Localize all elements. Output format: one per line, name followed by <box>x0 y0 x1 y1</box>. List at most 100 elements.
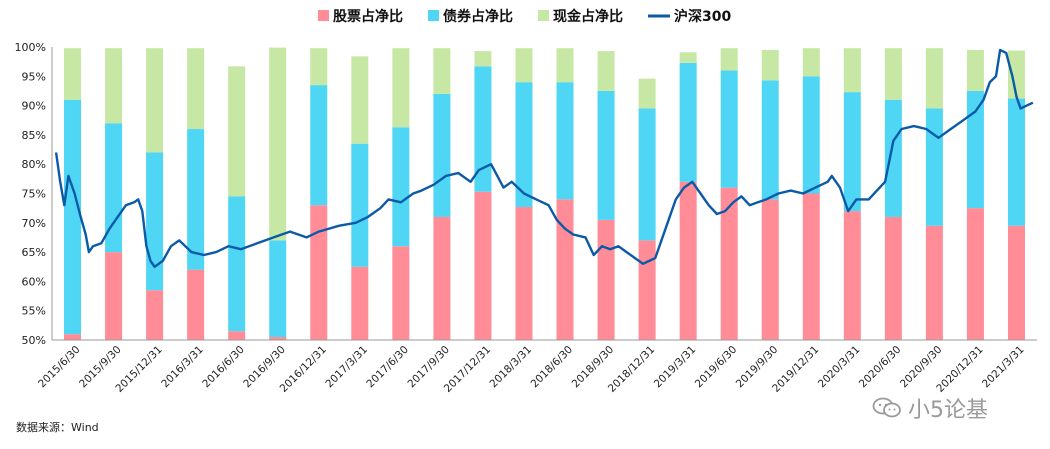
bar-stock-19 <box>843 211 861 340</box>
bar-bond-4 <box>228 196 246 332</box>
bar-cash-9 <box>433 48 451 94</box>
data-source-note: 数据来源：Wind <box>16 421 99 434</box>
x-tick-label: 2019/3/31 <box>652 344 699 391</box>
bar-bond-9 <box>433 93 451 217</box>
y-tick-label: 100% <box>15 41 46 54</box>
bar-cash-5 <box>269 47 287 241</box>
y-tick-label: 70% <box>22 217 46 230</box>
line-series-group <box>54 48 1034 268</box>
y-tick-label: 65% <box>22 246 46 259</box>
x-tick-label: 2016/3/31 <box>159 344 206 391</box>
x-tick-label: 2015/6/30 <box>36 344 83 391</box>
bar-stock-6 <box>310 205 328 340</box>
bar-bond-14 <box>638 108 656 241</box>
y-axis: 50% 55% 60% 65% 70% 75% 80% 85% 90% 95% 100% <box>15 41 53 347</box>
bar-stock-1 <box>105 252 123 340</box>
bar-cash-23 <box>1007 50 1025 99</box>
bar-cash-14 <box>638 78 656 109</box>
x-tick-label: 2020/6/30 <box>857 344 904 391</box>
bar-stock-0 <box>64 334 82 340</box>
legend-swatch-1 <box>428 10 439 21</box>
bar-bond-20 <box>884 99 902 217</box>
bar-stock-18 <box>802 193 820 340</box>
bar-bond-8 <box>392 127 410 247</box>
bar-bond-17 <box>761 80 779 200</box>
bar-bond-2 <box>146 152 164 291</box>
x-tick-label: 2020/3/31 <box>816 344 863 391</box>
y-tick-label: 60% <box>22 275 46 288</box>
bar-cash-12 <box>556 48 574 83</box>
x-tick-label: 2019/6/30 <box>693 344 740 391</box>
bar-bond-3 <box>187 129 205 270</box>
y-tick-label: 75% <box>22 188 46 201</box>
bar-cash-13 <box>597 51 615 91</box>
bar-stock-14 <box>638 240 656 340</box>
line-hs300 <box>54 48 1034 268</box>
chart-legend: 股票占净比 债券占净比 现金占净比 沪深300 <box>318 8 731 25</box>
bar-cash-19 <box>843 48 861 93</box>
bar-stock-2 <box>146 290 164 340</box>
legend-label-2: 现金占净比 <box>553 8 623 25</box>
bar-cash-21 <box>925 48 943 109</box>
bar-stock-4 <box>228 331 246 340</box>
bar-stock-22 <box>966 208 984 340</box>
legend-swatch-0 <box>318 10 329 21</box>
bar-bond-19 <box>843 92 861 212</box>
bar-stock-16 <box>720 187 738 340</box>
x-axis: 2015/6/302015/9/302015/12/312016/3/31201… <box>36 339 1037 395</box>
legend-label-1: 债券占净比 <box>443 8 513 25</box>
bar-stock-10 <box>474 191 492 340</box>
bar-cash-6 <box>310 48 328 86</box>
bar-stock-9 <box>433 216 451 340</box>
watermark: 小5论基 <box>872 392 988 424</box>
x-tick-label: 2018/6/30 <box>529 344 576 391</box>
y-tick-label: 50% <box>22 334 46 347</box>
bar-cash-20 <box>884 48 902 100</box>
bar-bond-7 <box>351 143 369 267</box>
bar-stock-17 <box>761 199 779 340</box>
bar-stock-11 <box>515 206 533 340</box>
bar-bond-0 <box>64 99 82 335</box>
bar-stock-12 <box>556 199 574 340</box>
bar-bond-12 <box>556 82 574 200</box>
x-tick-label: 2021/3/31 <box>980 344 1027 391</box>
bar-stock-23 <box>1007 225 1025 340</box>
y-tick-label: 55% <box>22 305 46 318</box>
bar-cash-2 <box>146 48 164 153</box>
bar-bond-6 <box>310 85 328 206</box>
bar-cash-1 <box>105 48 123 124</box>
bar-stock-21 <box>925 225 943 340</box>
bar-cash-10 <box>474 51 492 67</box>
x-tick-label: 2018/3/31 <box>488 344 535 391</box>
bar-bond-18 <box>802 76 820 194</box>
bar-bond-22 <box>966 90 984 209</box>
bar-bond-1 <box>105 123 123 253</box>
x-tick-label: 2017/3/31 <box>323 344 370 391</box>
legend-label-3: 沪深300 <box>674 8 731 25</box>
bar-stock-3 <box>187 269 205 340</box>
bar-bond-15 <box>679 62 697 182</box>
wechat-icon <box>872 397 901 418</box>
y-tick-label: 80% <box>22 158 46 171</box>
bar-cash-4 <box>228 66 246 197</box>
x-tick-label: 2017/6/30 <box>364 344 411 391</box>
bar-bond-10 <box>474 66 492 192</box>
bar-stock-8 <box>392 246 410 340</box>
y-tick-label: 90% <box>22 100 46 113</box>
y-tick-label: 95% <box>22 70 46 83</box>
bar-cash-11 <box>515 48 533 83</box>
bar-bond-13 <box>597 90 615 220</box>
bar-cash-16 <box>720 48 738 71</box>
legend-label-0: 股票占净比 <box>333 8 403 25</box>
bar-bond-23 <box>1007 98 1025 226</box>
bar-cash-3 <box>187 48 205 130</box>
bar-bond-21 <box>925 108 943 226</box>
bar-cash-18 <box>802 48 820 77</box>
bar-cash-7 <box>351 56 369 144</box>
bar-cash-22 <box>966 49 984 91</box>
bar-bond-5 <box>269 240 287 338</box>
bar-cash-8 <box>392 48 410 128</box>
bar-cash-17 <box>761 49 779 81</box>
bar-stock-5 <box>269 337 287 340</box>
